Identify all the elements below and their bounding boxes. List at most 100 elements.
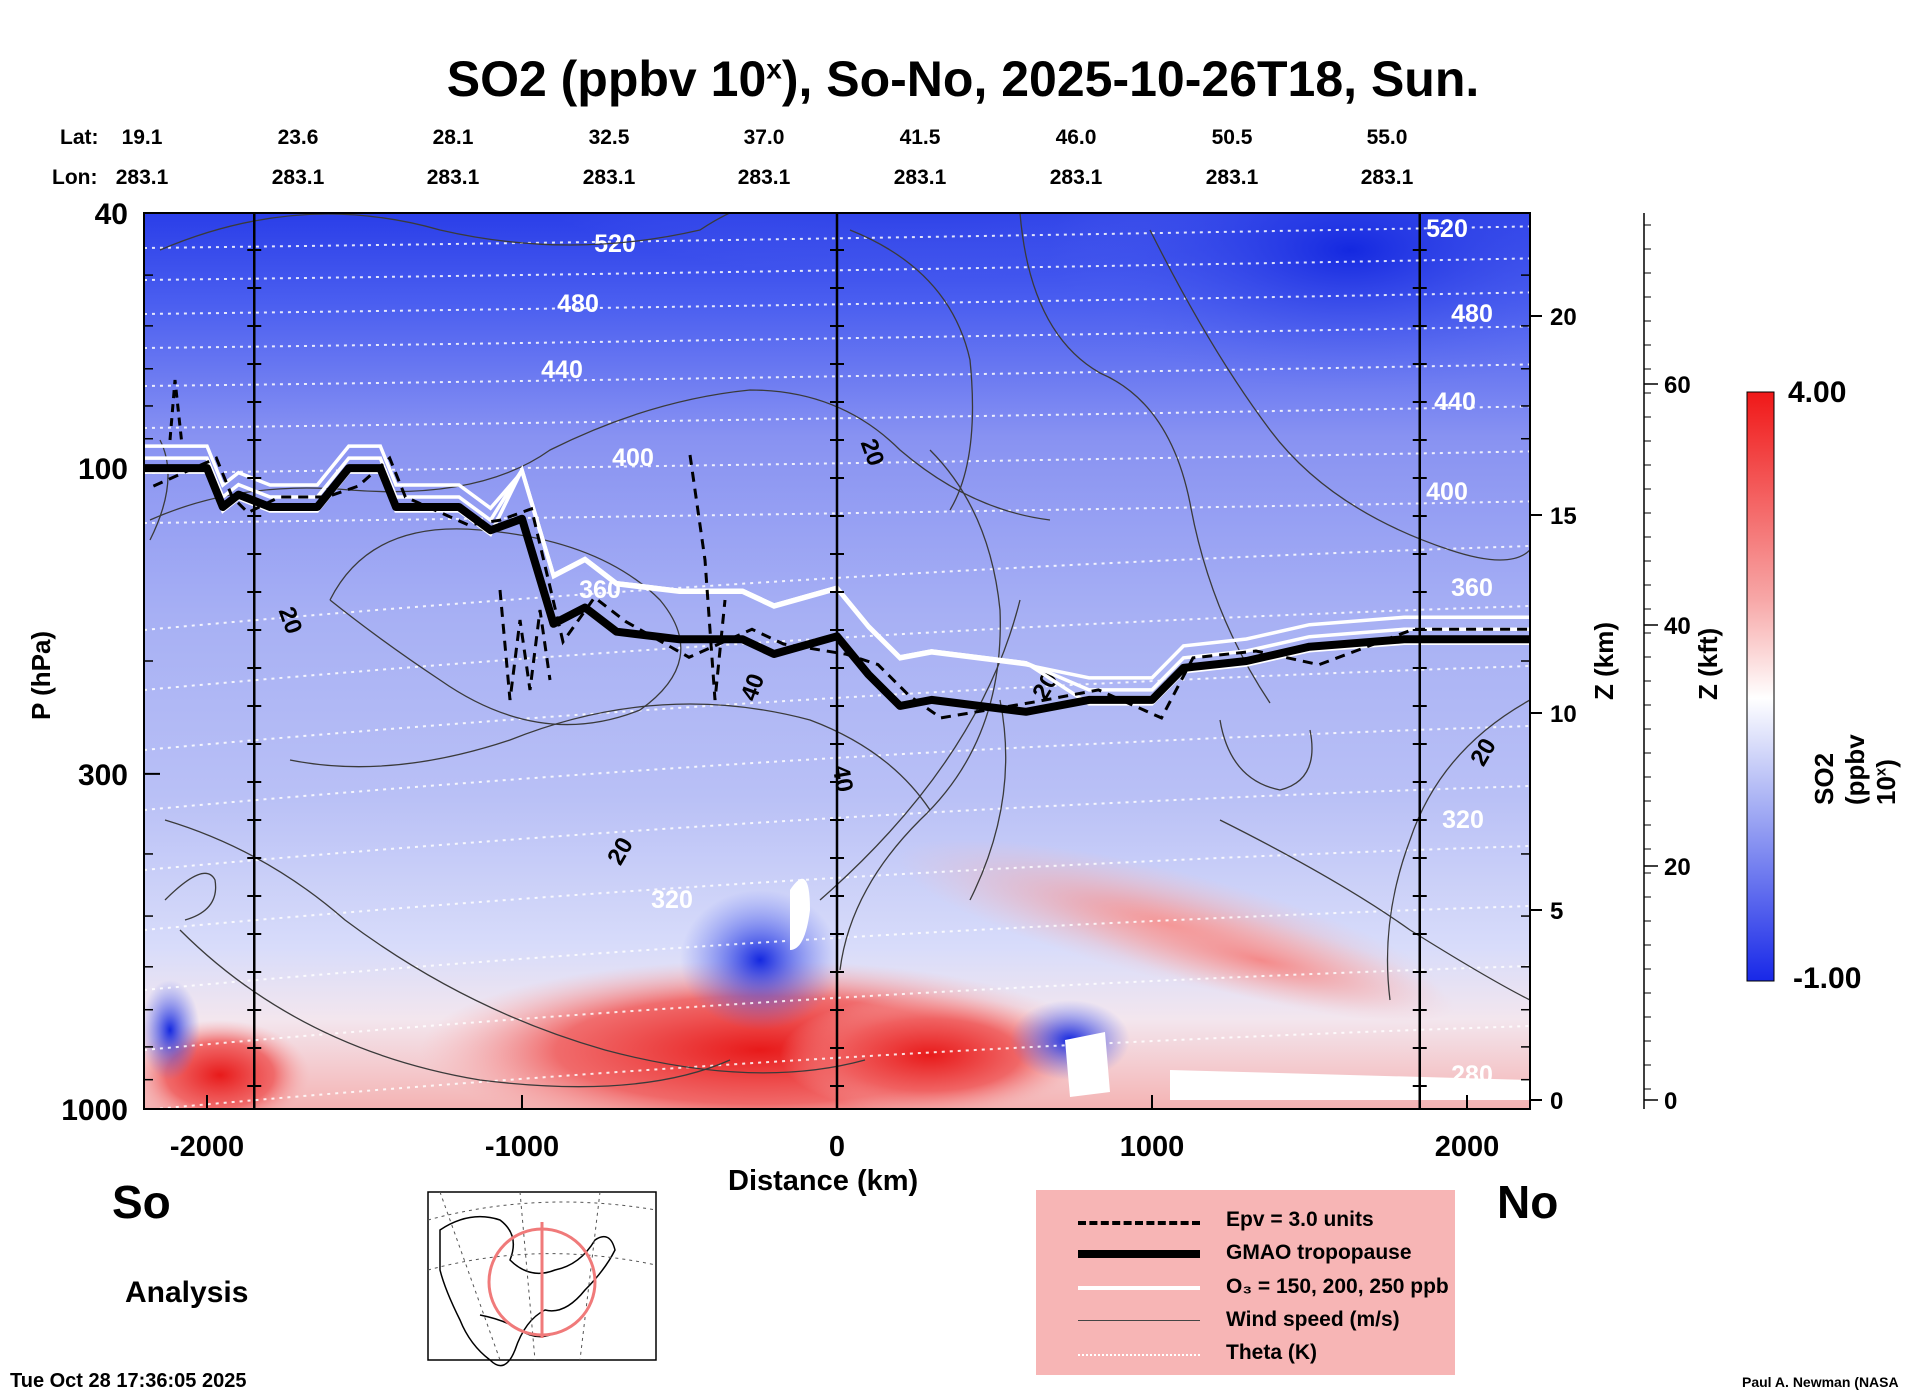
x-tick-label: 2000 (1435, 1131, 1500, 1163)
theta-contour (144, 405, 1530, 429)
x-axis-label: Distance (km) (728, 1165, 919, 1197)
credit: Paul A. Newman (NASA (1742, 1374, 1899, 1390)
wind-contour (329, 528, 682, 726)
lat-value: 55.0 (1366, 126, 1408, 149)
theta-label: 400 (1426, 478, 1468, 506)
lat-value: 19.1 (121, 126, 163, 149)
theta-contour (144, 325, 1530, 349)
wind-contour (164, 819, 866, 1074)
theta-label: 480 (1451, 300, 1493, 328)
legend-theta: Theta (K) (1226, 1341, 1317, 1364)
zkft-tick-label: 20 (1664, 854, 1691, 881)
north-endpoint: No (1497, 1176, 1559, 1228)
wind-contour (1386, 699, 1530, 1001)
tropopause-lines (144, 379, 1530, 720)
wind-swatch (1078, 1320, 1200, 1321)
colorbar (1746, 391, 1775, 982)
lat-label: Lat: (60, 126, 99, 149)
lat-value: 37.0 (743, 126, 785, 149)
theta-contour (144, 363, 1530, 387)
pressure-axis: 40 100 300 1000 (61, 198, 1530, 1127)
distance-axis: -2000 -1000 0 1000 2000 (170, 1095, 1499, 1163)
epv-swatch (1078, 1221, 1200, 1225)
theta-label: 520 (1426, 215, 1468, 243)
inset-map (427, 1191, 657, 1367)
lon-value: 283.1 (1049, 166, 1103, 189)
zkft-tick-label: 40 (1664, 613, 1691, 640)
wind-contour (969, 699, 1007, 901)
x-tick-label: -2000 (170, 1131, 244, 1163)
chart-title: SO2 (ppbv 10x), So-No, 2025-10-26T18, Su… (446, 51, 1480, 107)
theta-label: 440 (541, 356, 583, 384)
zkm-tick-label: 5 (1550, 898, 1563, 925)
wind-contour (149, 389, 1051, 521)
y-axis-label: P (hPa) (26, 630, 56, 720)
theta-label: 320 (1442, 806, 1484, 834)
p-tick-label: 100 (78, 453, 128, 486)
wind-contour (164, 872, 217, 921)
south-endpoint: So (112, 1176, 171, 1228)
z-kft-label: Z (kft) (1693, 627, 1723, 700)
x-tick-label: -1000 (485, 1131, 559, 1163)
epv-line (168, 379, 184, 446)
lat-value: 28.1 (432, 126, 474, 149)
analysis-label: Analysis (125, 1276, 249, 1309)
legend-tropopause: GMAO tropopause (1226, 1241, 1412, 1264)
tropopause-swatch (1078, 1250, 1200, 1258)
theta-label: 480 (557, 290, 599, 318)
ozone-line (144, 444, 1530, 680)
wind-contour (819, 599, 1021, 901)
lat-value: 32.5 (588, 126, 630, 149)
z-kft-axis: 60 40 20 0 (1643, 213, 1691, 1115)
so2-field: 520480440400360320520480440400360320280 … (144, 213, 1530, 1109)
zkm-tick-label: 15 (1550, 503, 1577, 530)
lon-value: 283.1 (1360, 166, 1414, 189)
colorbar-min: -1.00 (1793, 962, 1862, 995)
theta-label: 440 (1434, 388, 1476, 416)
x-tick-label: 1000 (1120, 1131, 1185, 1163)
z-km-axis: 20 15 10 5 0 (1530, 304, 1577, 1115)
wind-contour (1219, 819, 1530, 1001)
lat-value: 46.0 (1055, 126, 1097, 149)
lat-value: 50.5 (1211, 126, 1253, 149)
lon-value: 283.1 (893, 166, 947, 189)
theta-swatch (1078, 1354, 1200, 1356)
lon-value: 283.1 (271, 166, 325, 189)
theta-contour (144, 225, 1530, 249)
lat-value: 41.5 (899, 126, 941, 149)
wind-contour (849, 229, 974, 511)
lon-label: Lon: (52, 166, 98, 189)
legend-epv: Epv = 3.0 units (1226, 1208, 1374, 1231)
wind-contour (179, 929, 731, 1088)
zkft-tick-label: 0 (1664, 1088, 1677, 1115)
zkm-tick-label: 10 (1550, 701, 1577, 728)
legend-wind: Wind speed (m/s) (1226, 1308, 1400, 1331)
wind-contour (159, 213, 732, 251)
legend: Epv = 3.0 units GMAO tropopause O₃ = 150… (1036, 1190, 1455, 1375)
lon-value: 283.1 (1205, 166, 1259, 189)
lat-value: 23.6 (277, 126, 319, 149)
theta-label: 320 (651, 886, 693, 914)
lon-value: 283.1 (115, 166, 169, 189)
theta-label: 280 (1451, 1061, 1493, 1089)
wind-contour (1019, 213, 1271, 704)
p-tick-label: 300 (78, 759, 128, 792)
theta-label: 360 (1451, 574, 1493, 602)
wind-contour (289, 703, 931, 811)
zkm-tick-label: 20 (1550, 304, 1577, 331)
lon-value: 283.1 (737, 166, 791, 189)
wind-contour (839, 449, 1001, 971)
theta-label: 400 (612, 444, 654, 472)
theta-contour (144, 291, 1530, 315)
zkm-tick-label: 0 (1550, 1088, 1563, 1115)
tropopause-line (144, 464, 1530, 716)
wind-contour (149, 439, 169, 541)
z-km-label: Z (km) (1589, 622, 1619, 700)
colorbar-label: SO2 (ppbv 10x) (1809, 734, 1901, 805)
lon-value: 283.1 (426, 166, 480, 189)
theta-contour (144, 450, 1530, 474)
x-tick-label: 0 (829, 1131, 845, 1163)
wind-contour (1149, 229, 1530, 561)
latitude-markers (247, 213, 1427, 1109)
ozone-swatch (1078, 1286, 1200, 1290)
